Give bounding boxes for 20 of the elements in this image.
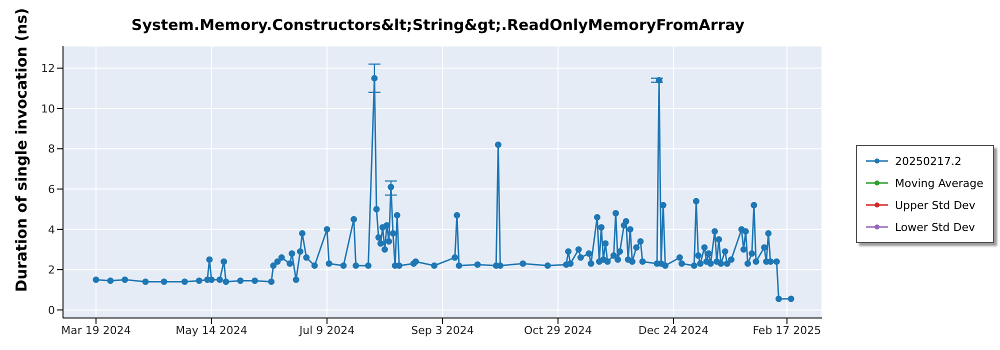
x-tick-label: Oct 29 2024 (524, 324, 592, 337)
y-tick-label: 10 (41, 102, 55, 116)
x-tick-label: May 14 2024 (176, 324, 248, 337)
y-tick-label: 8 (48, 142, 55, 156)
legend-label: Upper Std Dev (895, 198, 976, 212)
legend-label: Lower Std Dev (895, 220, 975, 234)
y-tick-label: 4 (48, 223, 55, 236)
x-tick-label: Mar 19 2024 (61, 324, 131, 337)
legend-label: Moving Average (895, 176, 984, 190)
x-tick-label: Sep 3 2024 (411, 324, 474, 337)
y-tick-label: 12 (41, 62, 55, 76)
y-axis-title: Duration of single invocation (ns) (12, 8, 30, 292)
y-tick-label: 0 (48, 304, 55, 317)
legend-label: 20250217.2 (895, 154, 962, 168)
x-tick-label: Dec 24 2024 (638, 324, 709, 337)
chart-title: System.Memory.Constructors&lt;String&gt;.ReadOnlyMemoryFromArray (130, 16, 746, 34)
x-tick-label: Jul 9 2024 (298, 324, 355, 337)
y-tick-label: 6 (48, 182, 55, 196)
x-tick-label: Feb 17 2025 (752, 324, 822, 337)
y-tick-label: 2 (48, 264, 55, 277)
